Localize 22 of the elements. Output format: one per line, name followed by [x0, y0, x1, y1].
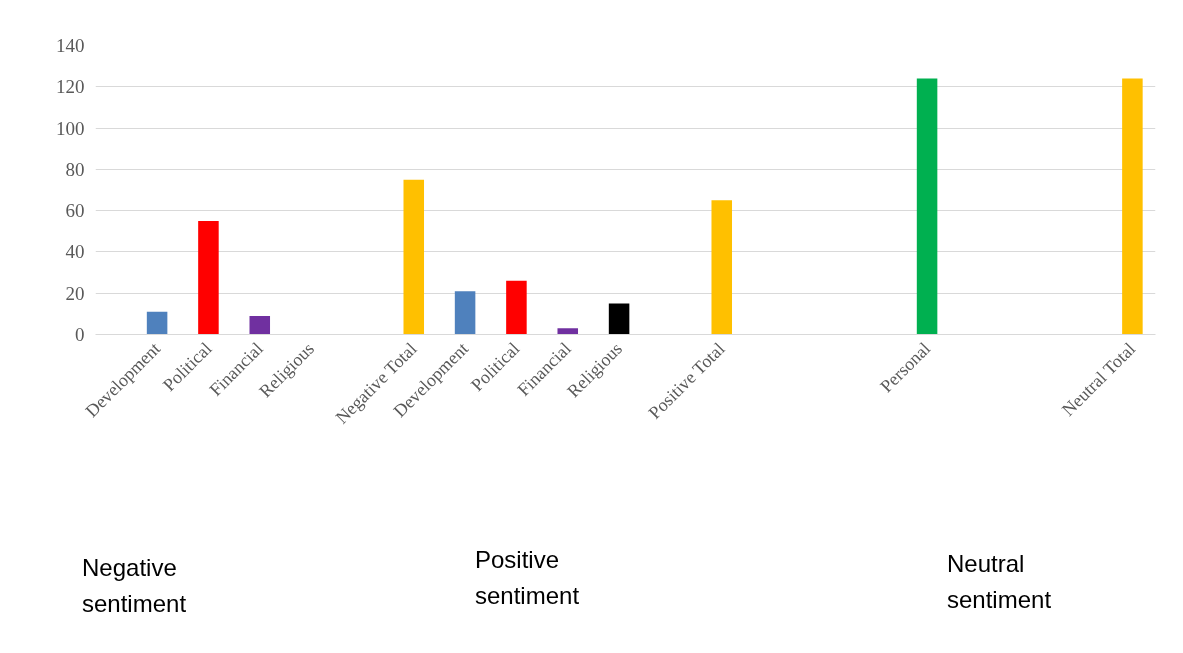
bar: [608, 303, 630, 335]
bar: [198, 220, 219, 335]
bar: [249, 315, 271, 335]
y-tick-label: 120: [56, 76, 85, 98]
bar: [146, 311, 168, 335]
y-tick-label: 60: [65, 200, 85, 222]
text: Negative sentiment: [82, 553, 187, 619]
bar: [1122, 78, 1143, 335]
y-tick-label: 0: [75, 324, 85, 345]
y-tick-label: 40: [65, 241, 85, 263]
bar: [403, 179, 425, 335]
bar: [454, 291, 476, 335]
y-tick-label: 20: [65, 282, 85, 304]
y-tick-label: 80: [65, 158, 85, 180]
bar: [506, 280, 527, 335]
bar: [916, 78, 938, 335]
y-tick-label: 140: [56, 35, 85, 56]
bar: [711, 200, 733, 335]
text: Neutral sentiment: [947, 549, 1052, 615]
text: Positive sentiment: [475, 545, 580, 611]
y-tick-label: 100: [56, 117, 85, 139]
bar: [557, 328, 579, 335]
